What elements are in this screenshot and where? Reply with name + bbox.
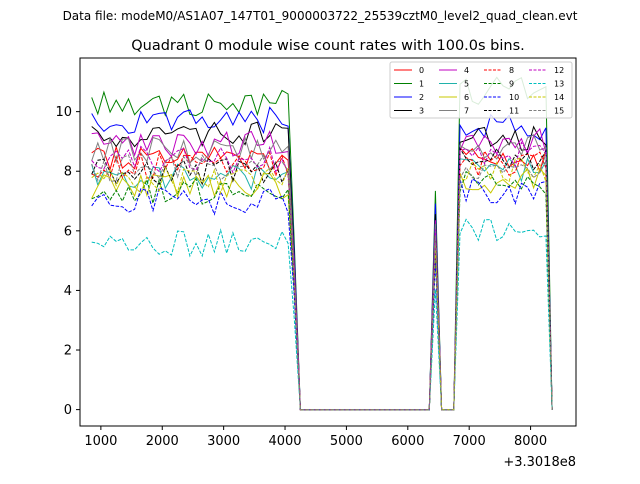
y-tick-label: 10 [55, 105, 72, 120]
y-tick-label: 2 [64, 344, 72, 359]
x-tick-label: 8000 [514, 434, 547, 449]
series-line-13 [91, 218, 553, 411]
legend-label-12: 12 [554, 66, 564, 75]
series-line-5 [91, 156, 553, 411]
legend-label-3: 3 [419, 107, 424, 116]
x-tick-label: 3000 [207, 434, 240, 449]
legend-label-2: 2 [419, 93, 424, 102]
legend-label-6: 6 [464, 93, 469, 102]
series-layer [91, 76, 553, 411]
legend-label-0: 0 [419, 66, 424, 75]
series-line-15 [91, 153, 553, 411]
y-tick-label: 4 [64, 284, 72, 299]
legend-label-10: 10 [509, 93, 519, 102]
chart-suptitle: Data file: modeM0/AS1A07_147T01_90000037… [63, 9, 578, 23]
legend-label-5: 5 [464, 80, 469, 89]
series-line-12 [91, 141, 553, 411]
series-line-10 [91, 178, 553, 411]
chart-title: Quadrant 0 module wise count rates with … [131, 38, 525, 54]
y-axis: 0 2 4 6 8 10 [55, 105, 80, 418]
legend-label-4: 4 [464, 66, 469, 75]
x-tick-label: 7000 [453, 434, 486, 449]
legend-label-1: 1 [419, 80, 424, 89]
x-tick-label: 2000 [146, 434, 179, 449]
legend-label-15: 15 [554, 107, 564, 116]
series-line-9 [91, 170, 553, 411]
x-tick-label: 4000 [268, 434, 301, 449]
legend-label-8: 8 [509, 66, 514, 75]
x-axis: 1000 2000 3000 4000 5000 6000 7000 8000 [84, 426, 547, 449]
series-line-11 [91, 146, 553, 411]
x-tick-label: 5000 [330, 434, 363, 449]
x-tick-label: 6000 [391, 434, 424, 449]
y-tick-label: 8 [64, 165, 72, 180]
series-line-14 [91, 157, 553, 411]
series-line-1 [91, 76, 553, 411]
legend-label-14: 14 [554, 93, 564, 102]
legend-label-13: 13 [554, 80, 564, 89]
legend-box [389, 61, 573, 119]
series-line-4 [91, 127, 553, 411]
y-tick-label: 0 [64, 403, 72, 418]
legend-label-11: 11 [509, 107, 519, 116]
x-tick-label: 1000 [84, 434, 117, 449]
axes-frame [79, 57, 577, 427]
legend-label-7: 7 [464, 107, 469, 116]
legend-label-9: 9 [509, 80, 514, 89]
series-line-6 [91, 167, 553, 411]
x-offset-label: +3.3018e8 [503, 455, 576, 470]
y-tick-label: 6 [64, 224, 72, 239]
series-line-3 [91, 121, 553, 411]
